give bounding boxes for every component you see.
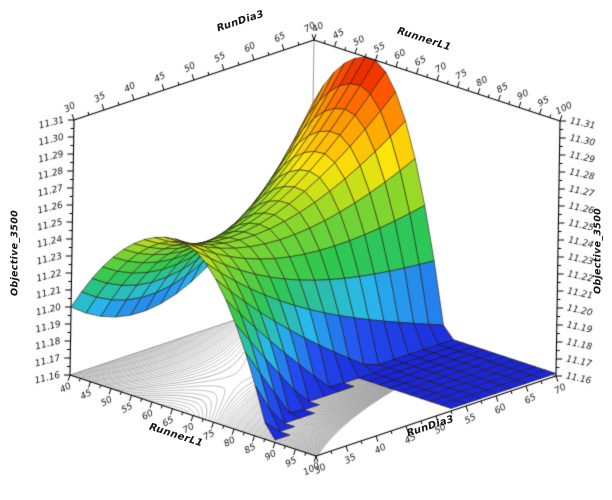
z-axis-title-left: Objective_3500	[9, 209, 21, 297]
z-axis-title-right: Objective_3500	[592, 207, 604, 295]
